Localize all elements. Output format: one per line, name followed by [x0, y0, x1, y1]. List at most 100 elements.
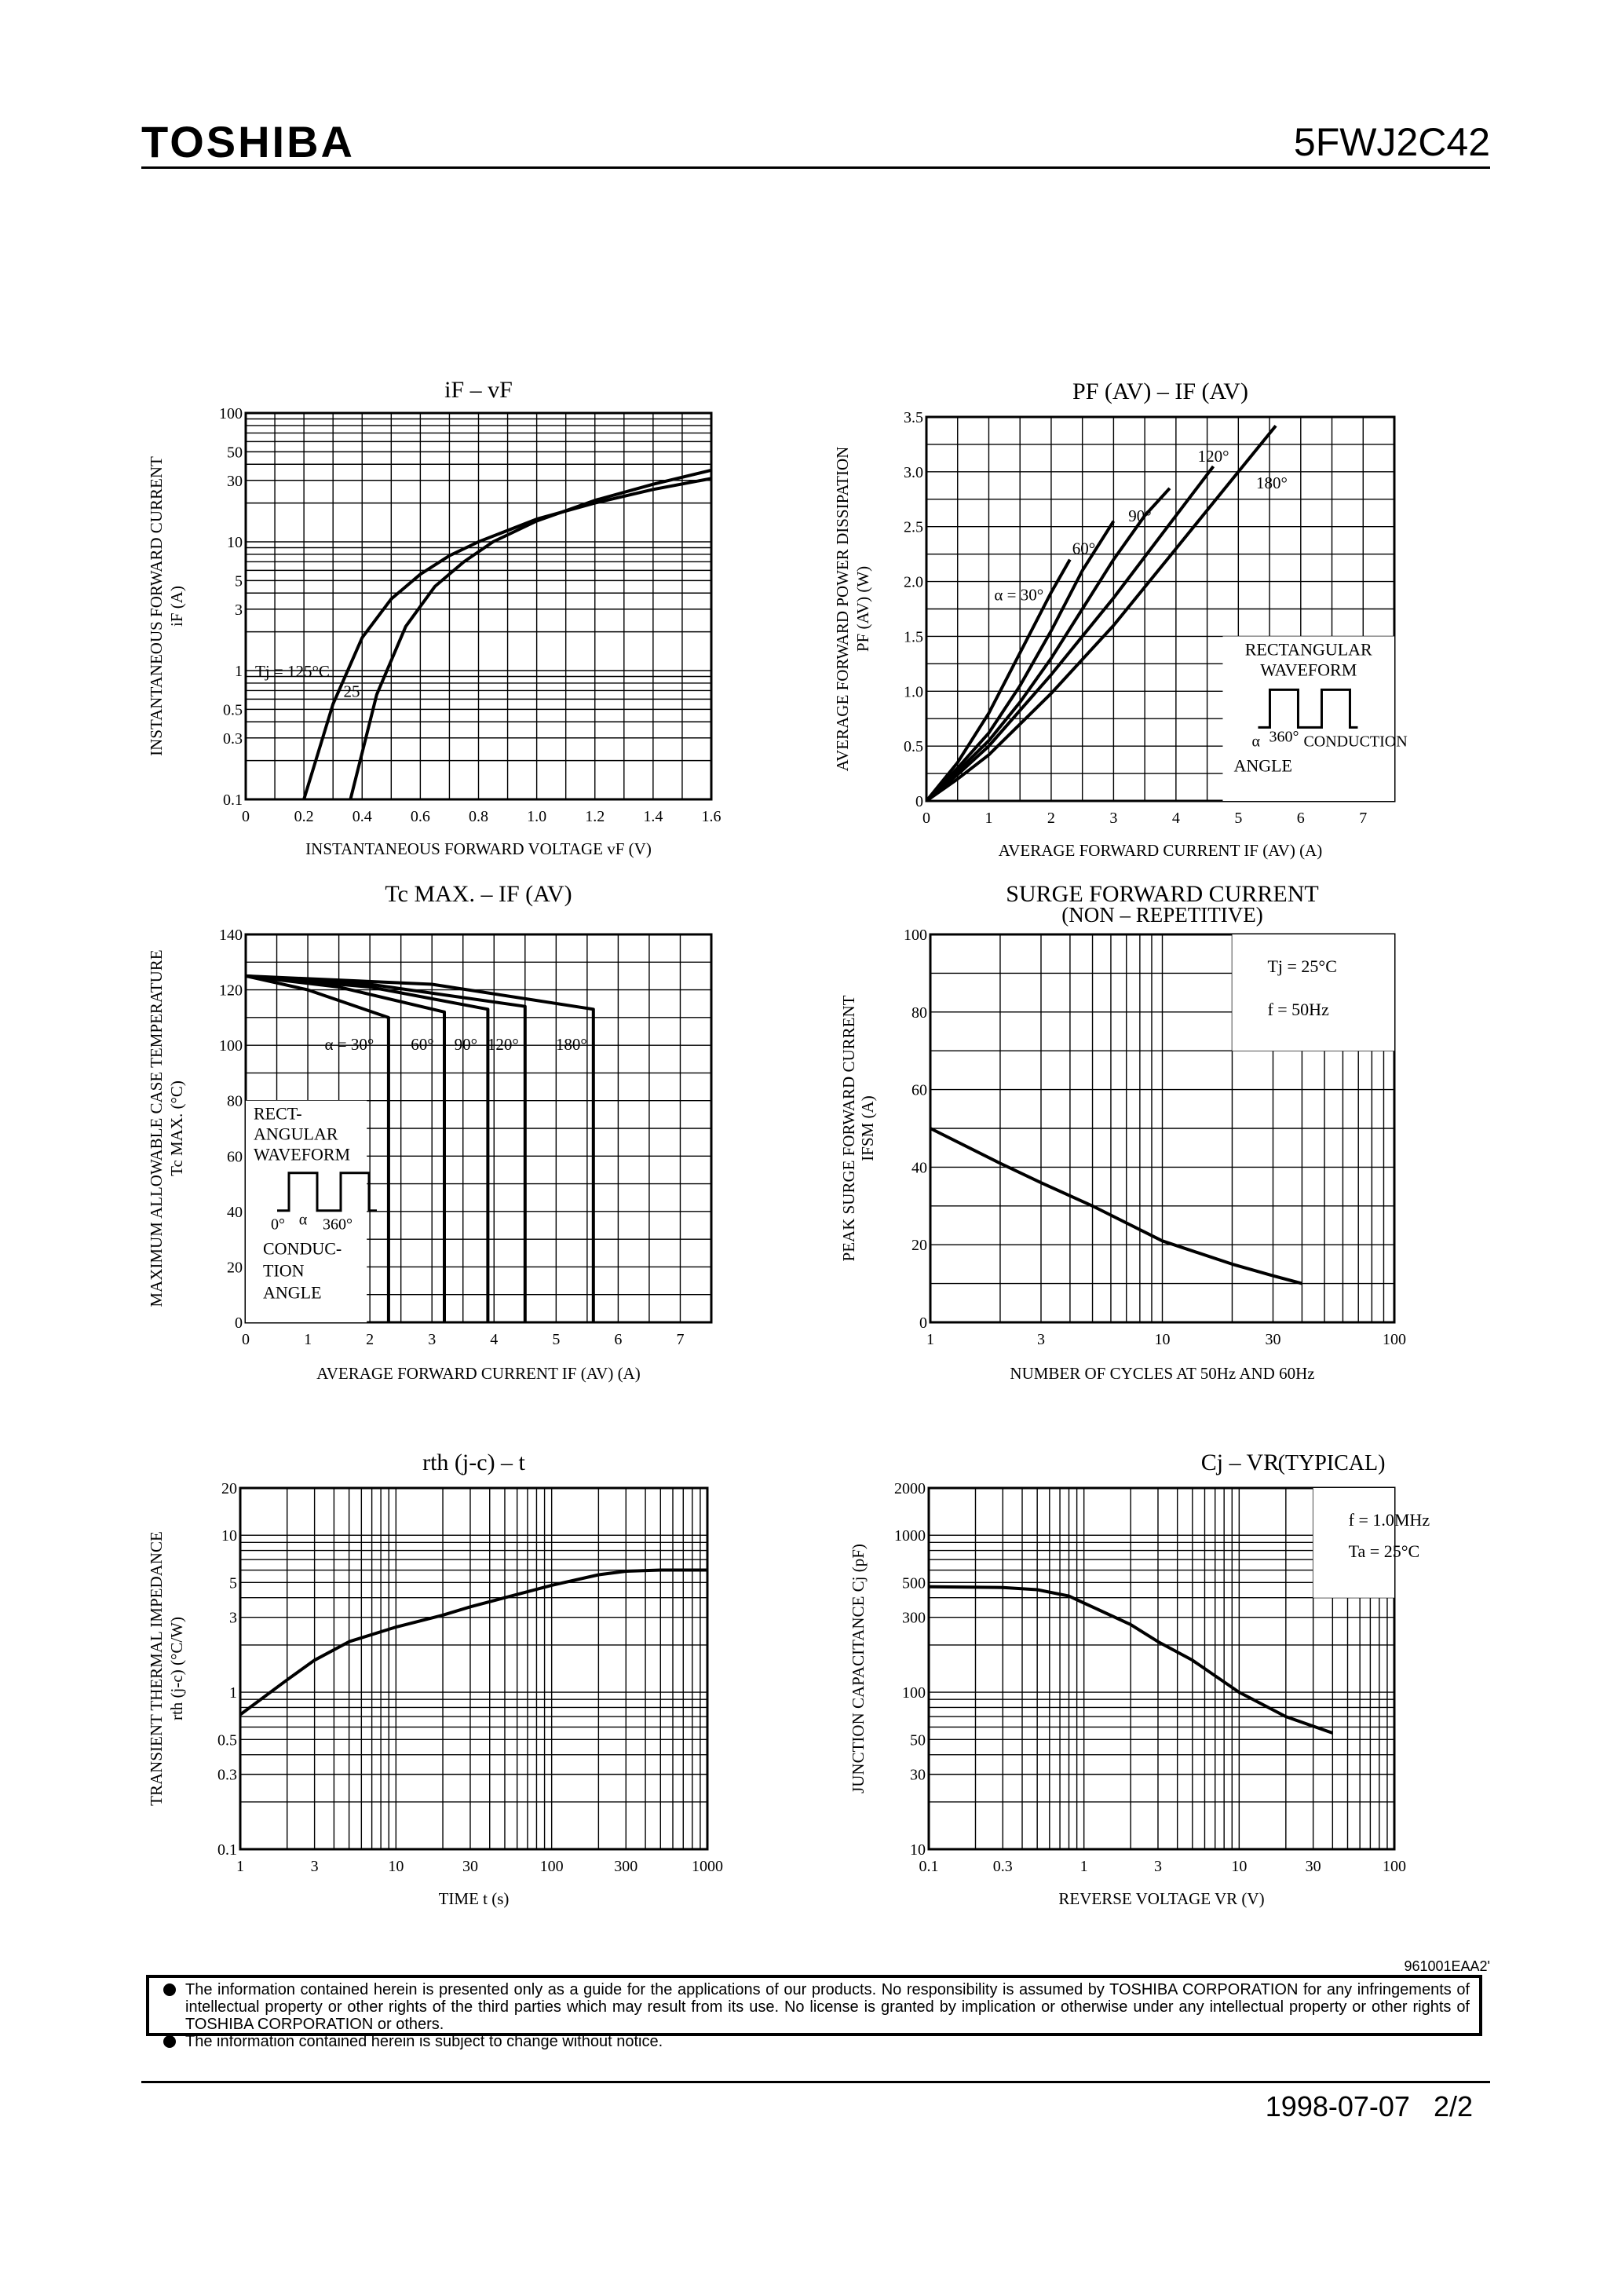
y-tick-label: 3	[235, 601, 243, 619]
x-tick-label: 6	[1297, 810, 1305, 827]
x-axis-label: INSTANTANEOUS FORWARD VOLTAGE vF (V)	[305, 839, 652, 858]
curve-label: 90°	[1128, 506, 1151, 525]
y-axis-label: INSTANTANEOUS FORWARD CURRENT	[147, 456, 166, 756]
y-tick-label: 0.3	[217, 1767, 237, 1784]
condition-text: f = 1.0MHz	[1349, 1510, 1430, 1530]
x-tick-label: 100	[1383, 1331, 1406, 1348]
bullet-icon	[163, 2035, 176, 2048]
y-tick-label: 500	[902, 1574, 926, 1592]
curve-label: 180°	[556, 1035, 587, 1054]
y-tick-label: 100	[219, 1037, 243, 1055]
y-axis-unit-label: PF (AV) (W)	[853, 566, 872, 652]
data-series-4	[245, 974, 595, 1322]
y-tick-label: 1	[235, 663, 243, 680]
chart-body: 1 3 10 30 100 300 1000 0.1 0.3 0.5 1 3 5 10 20 rth (j-c…	[147, 1450, 723, 1908]
footer-rule	[141, 2081, 1490, 2083]
curve-label: 120°	[488, 1035, 519, 1054]
inset-text: 360°	[323, 1216, 353, 1234]
x-tick-label: 6	[614, 1331, 622, 1348]
x-tick-label: 7	[676, 1331, 684, 1348]
x-tick-label: 3	[1154, 1858, 1162, 1875]
x-tick-label: 5	[552, 1331, 560, 1348]
data-series-4	[925, 424, 1277, 803]
y-axis-unit-label: iF (A)	[167, 586, 186, 627]
y-tick-label: 40	[227, 1204, 243, 1221]
y-tick-label: 100	[902, 1684, 926, 1702]
x-tick-label: 3	[428, 1331, 436, 1348]
data-series-0	[930, 1127, 1302, 1285]
y-tick-label: 20	[911, 1237, 927, 1254]
plot-frame	[244, 411, 713, 801]
x-axis-label: TIME t (s)	[439, 1889, 510, 1908]
y-tick-label: 100	[219, 405, 243, 422]
curve-label: 180°	[1256, 473, 1288, 492]
x-tick-label: 1000	[692, 1858, 723, 1875]
x-tick-label: 1	[304, 1331, 312, 1348]
data-series-1	[349, 468, 712, 800]
y-tick-label: 0	[919, 1314, 927, 1332]
inset-text: CONDUCTION	[1303, 733, 1407, 750]
y-tick-label: 3.5	[904, 409, 923, 426]
x-tick-label: 10	[388, 1858, 404, 1875]
inset-text: CONDUC-	[263, 1239, 342, 1259]
chart-title: SURGE FORWARD CURRENT	[1006, 881, 1318, 907]
y-tick-label: 30	[910, 1767, 926, 1784]
x-axis-label: REVERSE VOLTAGE VR (V)	[1058, 1889, 1264, 1908]
chart-title: rth (j-c) – t	[422, 1450, 525, 1475]
x-tick-label: 1.6	[702, 808, 721, 825]
y-tick-label: 5	[235, 572, 243, 590]
x-tick-label: 4	[1172, 810, 1180, 827]
y-tick-label: 2.5	[904, 519, 923, 536]
plot-frame	[927, 1486, 1396, 1851]
inset-text: 0°	[271, 1216, 285, 1234]
x-tick-label: 0	[242, 808, 250, 825]
y-tick-label: 0	[235, 1314, 243, 1332]
x-tick-label: 100	[540, 1858, 564, 1875]
conditions-panel	[1313, 1488, 1394, 1598]
x-tick-label: 0.6	[411, 808, 430, 825]
x-tick-label: 3	[1037, 1331, 1045, 1348]
y-axis-label: AVERAGE FORWARD POWER DISSIPATION	[833, 447, 852, 772]
conditions-panel	[1232, 934, 1394, 1051]
y-tick-label: 0.1	[223, 792, 243, 809]
condition-text: Tj = 25°C	[1267, 956, 1336, 976]
x-tick-label: 0.3	[993, 1858, 1013, 1875]
curve-label: 120°	[1198, 447, 1229, 466]
x-tick-label: 3	[311, 1858, 319, 1875]
y-tick-label: 2000	[894, 1480, 926, 1497]
y-tick-label: 10	[910, 1841, 926, 1859]
y-tick-label: 2.0	[904, 574, 923, 591]
footer-page: 2/2	[1433, 2090, 1473, 2122]
chart-body: 0 1 2 3 4 5 6 7 0 20 40 60 80 100 120 140 Tc MAX. – IF (…	[147, 881, 713, 1383]
chart-title: iF – vF	[444, 377, 513, 403]
y-axis-label: JUNCTION CAPACITANCE Cj (pF)	[849, 1544, 868, 1793]
y-tick-label: 3	[229, 1610, 237, 1627]
chart-title: Tc MAX. – IF (AV)	[385, 881, 572, 907]
y-tick-label: 0.5	[217, 1731, 237, 1749]
y-axis-unit-label: rth (j-c) (°C/W)	[167, 1617, 186, 1720]
y-tick-label: 60	[227, 1148, 243, 1165]
bullet-icon	[163, 1983, 176, 1996]
chart-body: 0 0.2 0.4 0.6 0.8 1.0 1.2 1.4 1.6 0.1 0.3 0.5 1 3 5 10 3…	[147, 377, 721, 858]
y-tick-label: 0.5	[904, 738, 923, 755]
header-rule	[141, 166, 1490, 169]
inset-text: RECT-	[254, 1104, 302, 1124]
curve-label: α = 30°	[324, 1035, 374, 1054]
x-axis-label: AVERAGE FORWARD CURRENT IF (AV) (A)	[999, 841, 1322, 860]
data-series-0	[239, 1568, 707, 1717]
plot-frame	[925, 415, 1396, 803]
x-tick-label: 10	[1155, 1331, 1171, 1348]
inset-text: α	[299, 1212, 308, 1229]
y-axis-label: MAXIMUM ALLOWABLE CASE TEMPERATURE	[147, 949, 166, 1307]
x-tick-label: 2	[366, 1331, 374, 1348]
y-tick-label: 140	[219, 927, 243, 944]
x-tick-label: 1	[926, 1331, 934, 1348]
x-tick-label: 30	[1265, 1331, 1280, 1348]
inset-panel	[1222, 636, 1394, 801]
